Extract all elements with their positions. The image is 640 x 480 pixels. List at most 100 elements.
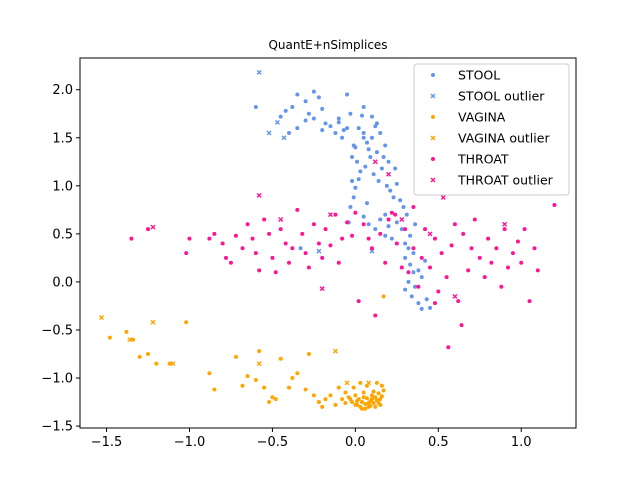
legend-frame [413, 63, 570, 196]
data-point [376, 179, 381, 184]
data-point [403, 241, 408, 246]
data-point [369, 114, 374, 119]
data-point [212, 387, 217, 392]
data-point [403, 287, 408, 292]
data-point [371, 389, 376, 394]
data-point [364, 201, 369, 206]
data-point [344, 380, 350, 386]
data-point [416, 284, 421, 289]
legend-marker [431, 73, 435, 77]
data-point [290, 105, 295, 110]
data-point [379, 383, 384, 388]
data-point [388, 188, 393, 193]
data-point [306, 265, 311, 270]
data-point [383, 233, 388, 238]
data-point [411, 251, 416, 256]
data-point [300, 231, 305, 236]
data-point [348, 111, 353, 116]
data-point [532, 246, 537, 251]
data-point [278, 356, 283, 361]
data-point [240, 383, 245, 388]
data-point [419, 306, 424, 311]
data-point [363, 406, 368, 411]
data-point [411, 204, 416, 209]
y-tick-label: 2.0 [52, 83, 73, 98]
legend-marker [430, 135, 436, 141]
data-point [369, 248, 375, 254]
series-5 [150, 159, 508, 299]
data-point [413, 222, 418, 227]
data-point [366, 380, 372, 386]
series-2 [107, 294, 386, 411]
data-point [371, 172, 376, 177]
data-point [381, 294, 386, 299]
data-point [452, 222, 457, 227]
data-point [366, 222, 371, 227]
data-point [381, 388, 386, 393]
data-point [320, 106, 325, 111]
data-point [333, 402, 338, 407]
data-point [345, 92, 350, 97]
data-point [306, 352, 311, 356]
legend-marker [430, 177, 436, 183]
data-point [432, 301, 437, 306]
x-tick-label: 0.5 [428, 435, 449, 450]
data-point [311, 393, 316, 398]
data-point [499, 284, 504, 289]
data-point [274, 119, 280, 125]
data-point [323, 227, 328, 232]
data-point [207, 371, 212, 376]
data-point [283, 241, 288, 246]
data-point [366, 401, 371, 406]
data-point [361, 222, 366, 227]
data-point [386, 217, 391, 222]
data-point [427, 231, 433, 237]
y-tick-label: 0.0 [52, 275, 73, 290]
data-point [267, 231, 272, 236]
data-point [379, 394, 384, 399]
data-point [303, 387, 308, 392]
data-point [220, 241, 225, 246]
data-point [376, 391, 381, 396]
data-point [391, 195, 396, 200]
data-point [361, 214, 366, 219]
data-point [505, 265, 510, 270]
data-point [240, 246, 245, 251]
data-point [137, 354, 142, 359]
data-point [184, 251, 189, 256]
data-point [107, 335, 112, 340]
data-point [366, 147, 371, 152]
data-point [358, 169, 363, 174]
data-point [124, 329, 129, 334]
data-point [328, 124, 333, 129]
data-point [428, 305, 433, 310]
data-point [408, 262, 413, 267]
data-point [436, 289, 441, 294]
data-point [394, 181, 399, 186]
data-point [320, 255, 325, 260]
data-point [406, 246, 411, 251]
data-point [212, 231, 217, 236]
data-point [374, 380, 379, 385]
legend: STOOL STOOL outlier VAGINA VAGINA outlier TH… [413, 63, 570, 196]
data-point [522, 227, 527, 232]
data-point [360, 406, 365, 411]
data-point [256, 361, 262, 367]
data-point [320, 128, 325, 133]
data-point [333, 212, 338, 217]
data-point [273, 397, 278, 402]
data-point [439, 251, 444, 256]
data-point [323, 121, 328, 126]
data-point [270, 255, 275, 260]
data-point [353, 210, 358, 215]
data-point [328, 243, 333, 248]
data-point [273, 270, 278, 275]
data-point [360, 113, 365, 118]
data-point [295, 207, 300, 212]
data-point [350, 233, 355, 238]
data-point [406, 270, 411, 275]
data-point [489, 260, 494, 265]
data-point [355, 159, 360, 164]
data-point [527, 299, 532, 304]
